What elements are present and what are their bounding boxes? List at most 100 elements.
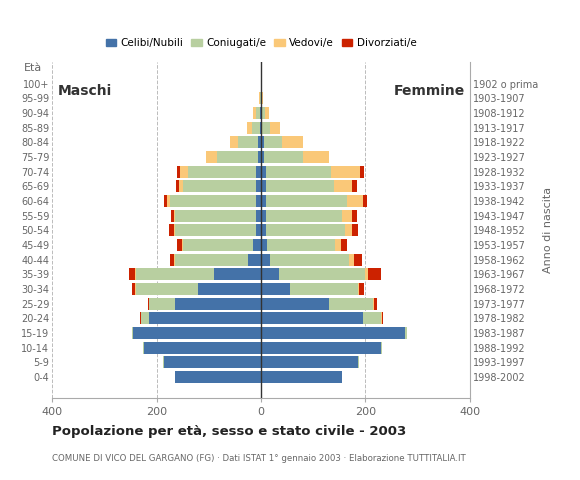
Bar	[357, 357, 358, 369]
Bar	[259, 92, 260, 104]
Bar	[253, 107, 256, 119]
Bar	[248, 254, 261, 266]
Bar	[179, 180, 183, 192]
Bar	[167, 195, 169, 207]
Bar	[266, 166, 332, 178]
Bar	[206, 151, 217, 163]
Bar	[342, 239, 347, 251]
Bar	[135, 283, 136, 295]
Bar	[188, 166, 256, 178]
Bar	[129, 268, 135, 280]
Bar	[260, 122, 261, 134]
Bar	[164, 357, 165, 369]
Bar	[261, 122, 262, 134]
Bar	[174, 210, 175, 222]
Bar	[261, 166, 266, 178]
Bar	[360, 166, 364, 178]
Bar	[266, 224, 345, 237]
Bar	[261, 298, 329, 310]
Bar	[247, 122, 252, 134]
Bar	[148, 298, 175, 310]
Y-axis label: Anno di nascita: Anno di nascita	[543, 187, 553, 274]
Legend: Celibi/Nubili, Coniugati/e, Vedovi/e, Divorziati/e: Celibi/Nubili, Coniugati/e, Vedovi/e, Di…	[102, 34, 420, 52]
Bar	[261, 151, 263, 163]
Text: COMUNE DI VICO DEL GARGANO (FG) · Dati ISTAT 1° gennaio 2003 · Elaborazione TUTT: COMUNE DI VICO DEL GARGANO (FG) · Dati I…	[52, 454, 466, 463]
Bar	[198, 283, 261, 295]
Bar	[169, 195, 256, 207]
Bar	[256, 195, 261, 207]
Bar	[175, 210, 256, 222]
Bar	[353, 224, 357, 237]
Bar	[217, 151, 258, 163]
Bar	[256, 107, 260, 119]
Bar	[177, 166, 180, 178]
Bar	[267, 239, 335, 251]
Bar	[381, 342, 382, 354]
Bar	[353, 180, 357, 192]
Bar	[334, 180, 352, 192]
Bar	[260, 92, 261, 104]
Bar	[405, 327, 407, 339]
Bar	[357, 283, 358, 295]
Bar	[264, 107, 269, 119]
Bar	[165, 195, 167, 207]
Bar	[289, 283, 357, 295]
Bar	[174, 224, 175, 237]
Bar	[148, 312, 261, 324]
Bar	[258, 136, 261, 148]
Bar	[261, 224, 266, 237]
Text: Età: Età	[24, 63, 42, 73]
Bar	[230, 136, 238, 148]
Bar	[262, 92, 263, 104]
Bar	[382, 312, 383, 324]
Bar	[266, 180, 334, 192]
Bar	[266, 210, 342, 222]
Bar	[363, 195, 367, 207]
Bar	[354, 254, 362, 266]
Text: Popolazione per età, sesso e stato civile - 2003: Popolazione per età, sesso e stato civil…	[52, 425, 407, 438]
Bar	[261, 180, 266, 192]
Bar	[332, 166, 360, 178]
Bar	[335, 239, 342, 251]
Bar	[169, 254, 174, 266]
Bar	[175, 371, 261, 383]
Bar	[132, 327, 133, 339]
Bar	[133, 327, 261, 339]
Bar	[175, 224, 256, 237]
Bar	[342, 210, 352, 222]
Bar	[144, 342, 261, 354]
Bar	[175, 298, 261, 310]
Bar	[329, 298, 374, 310]
Bar	[143, 342, 144, 354]
Bar	[174, 254, 175, 266]
Bar	[256, 180, 261, 192]
Bar	[261, 195, 266, 207]
Bar	[353, 210, 357, 222]
Bar	[256, 210, 261, 222]
Bar	[363, 312, 381, 324]
Bar	[261, 107, 262, 119]
Bar	[175, 254, 248, 266]
Bar	[256, 224, 261, 237]
Bar	[261, 239, 267, 251]
Bar	[282, 136, 303, 148]
Bar	[260, 107, 261, 119]
Bar	[171, 210, 174, 222]
Bar	[261, 92, 262, 104]
Bar	[261, 371, 342, 383]
Bar	[261, 312, 363, 324]
Bar	[280, 268, 365, 280]
Bar	[238, 136, 258, 148]
Bar	[180, 166, 188, 178]
Bar	[263, 151, 303, 163]
Bar	[358, 283, 364, 295]
Text: Maschi: Maschi	[57, 84, 112, 98]
Bar	[176, 180, 179, 192]
Bar	[253, 239, 261, 251]
Bar	[136, 283, 198, 295]
Bar	[132, 283, 135, 295]
Bar	[266, 195, 347, 207]
Bar	[183, 180, 256, 192]
Bar	[365, 268, 368, 280]
Bar	[135, 268, 136, 280]
